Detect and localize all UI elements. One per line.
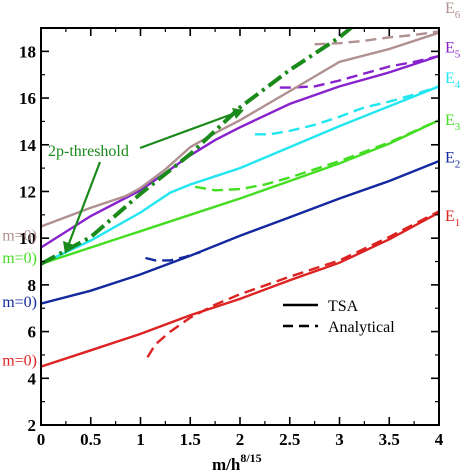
y-tick-label: 8: [28, 276, 37, 295]
series-e3-tsa-line: [41, 119, 439, 266]
labels-layer: E1 m=0) E2 m=0) E3 m=0) E4 E5 E6 m=0): [2, 0, 461, 370]
annotation-arrowhead-lower: [63, 241, 74, 254]
x-tick-label: 1: [136, 430, 145, 449]
x-tick-label: 3.5: [379, 430, 400, 449]
level-label-e2: E2: [445, 149, 460, 170]
y-tick-label: 12: [19, 182, 36, 201]
legend-label-analytical: Analytical: [328, 319, 395, 336]
x-tick-label: 4: [435, 430, 444, 449]
x-tick-label: 0.5: [80, 430, 101, 449]
threshold-2p-line: [41, 28, 355, 266]
side-label-e6: m=0): [2, 228, 37, 245]
y-tick-label: 10: [19, 229, 36, 248]
x-tick-label: 3: [335, 430, 344, 449]
annotation-2p-threshold: 2p-threshold: [48, 108, 244, 254]
series-e6-analytical-line: [314, 30, 439, 46]
x-tick-label: 2: [236, 430, 245, 449]
series-e1-analytical-line: [146, 210, 439, 358]
y-tick-label: 18: [19, 42, 36, 61]
series-e4-analytical-line: [254, 85, 439, 136]
legend-label-tsa: TSA: [328, 298, 359, 315]
x-tick-label: 2.5: [279, 430, 300, 449]
series-e1-tsa-line: [41, 211, 439, 368]
y-tick-label: 6: [28, 323, 37, 342]
series-e5-tsa-line: [41, 54, 439, 249]
legend: TSA Analytical: [283, 298, 395, 336]
series-e4-tsa-line: [41, 85, 439, 265]
series-e2-analytical-line: [145, 251, 201, 262]
annotation-arrow-upper: [139, 110, 239, 150]
series-e2-tsa-line: [41, 159, 439, 305]
y-tick-label: 4: [28, 369, 37, 388]
annotation-arrowhead-upper: [232, 108, 244, 119]
series-e5-analytical-line: [279, 54, 439, 89]
y-tick-label: 16: [19, 89, 36, 108]
annotation-arrow-lower: [66, 161, 102, 247]
annotation-text: 2p-threshold: [48, 143, 129, 160]
level-label-e5: E5: [445, 40, 461, 61]
threshold-layer: [41, 28, 355, 266]
x-tick-label: 0: [37, 430, 46, 449]
level-label-e4: E4: [445, 70, 461, 91]
x-axis-title: m/h8/15: [212, 451, 262, 474]
level-label-e1: E1: [445, 208, 460, 229]
ticks-layer: 0 0.5 1 1.5 2 2.5 3 3.5 4 2 4 6 8 10 12 14 16 18: [19, 28, 444, 449]
level-label-e3: E3: [445, 112, 461, 133]
series-layer: [41, 30, 439, 368]
x-axis-title-exponent: 8/15: [240, 451, 261, 465]
y-tick-label: 2: [28, 416, 37, 435]
x-axis-title-base: m/h: [212, 455, 241, 474]
level-label-e6: E6: [445, 0, 461, 21]
side-label-e3: m=0): [2, 250, 37, 267]
side-label-e1: m=0): [2, 353, 37, 370]
side-label-e2: m=0): [2, 294, 37, 311]
x-tick-label: 1.5: [180, 430, 201, 449]
y-tick-label: 14: [19, 136, 37, 155]
